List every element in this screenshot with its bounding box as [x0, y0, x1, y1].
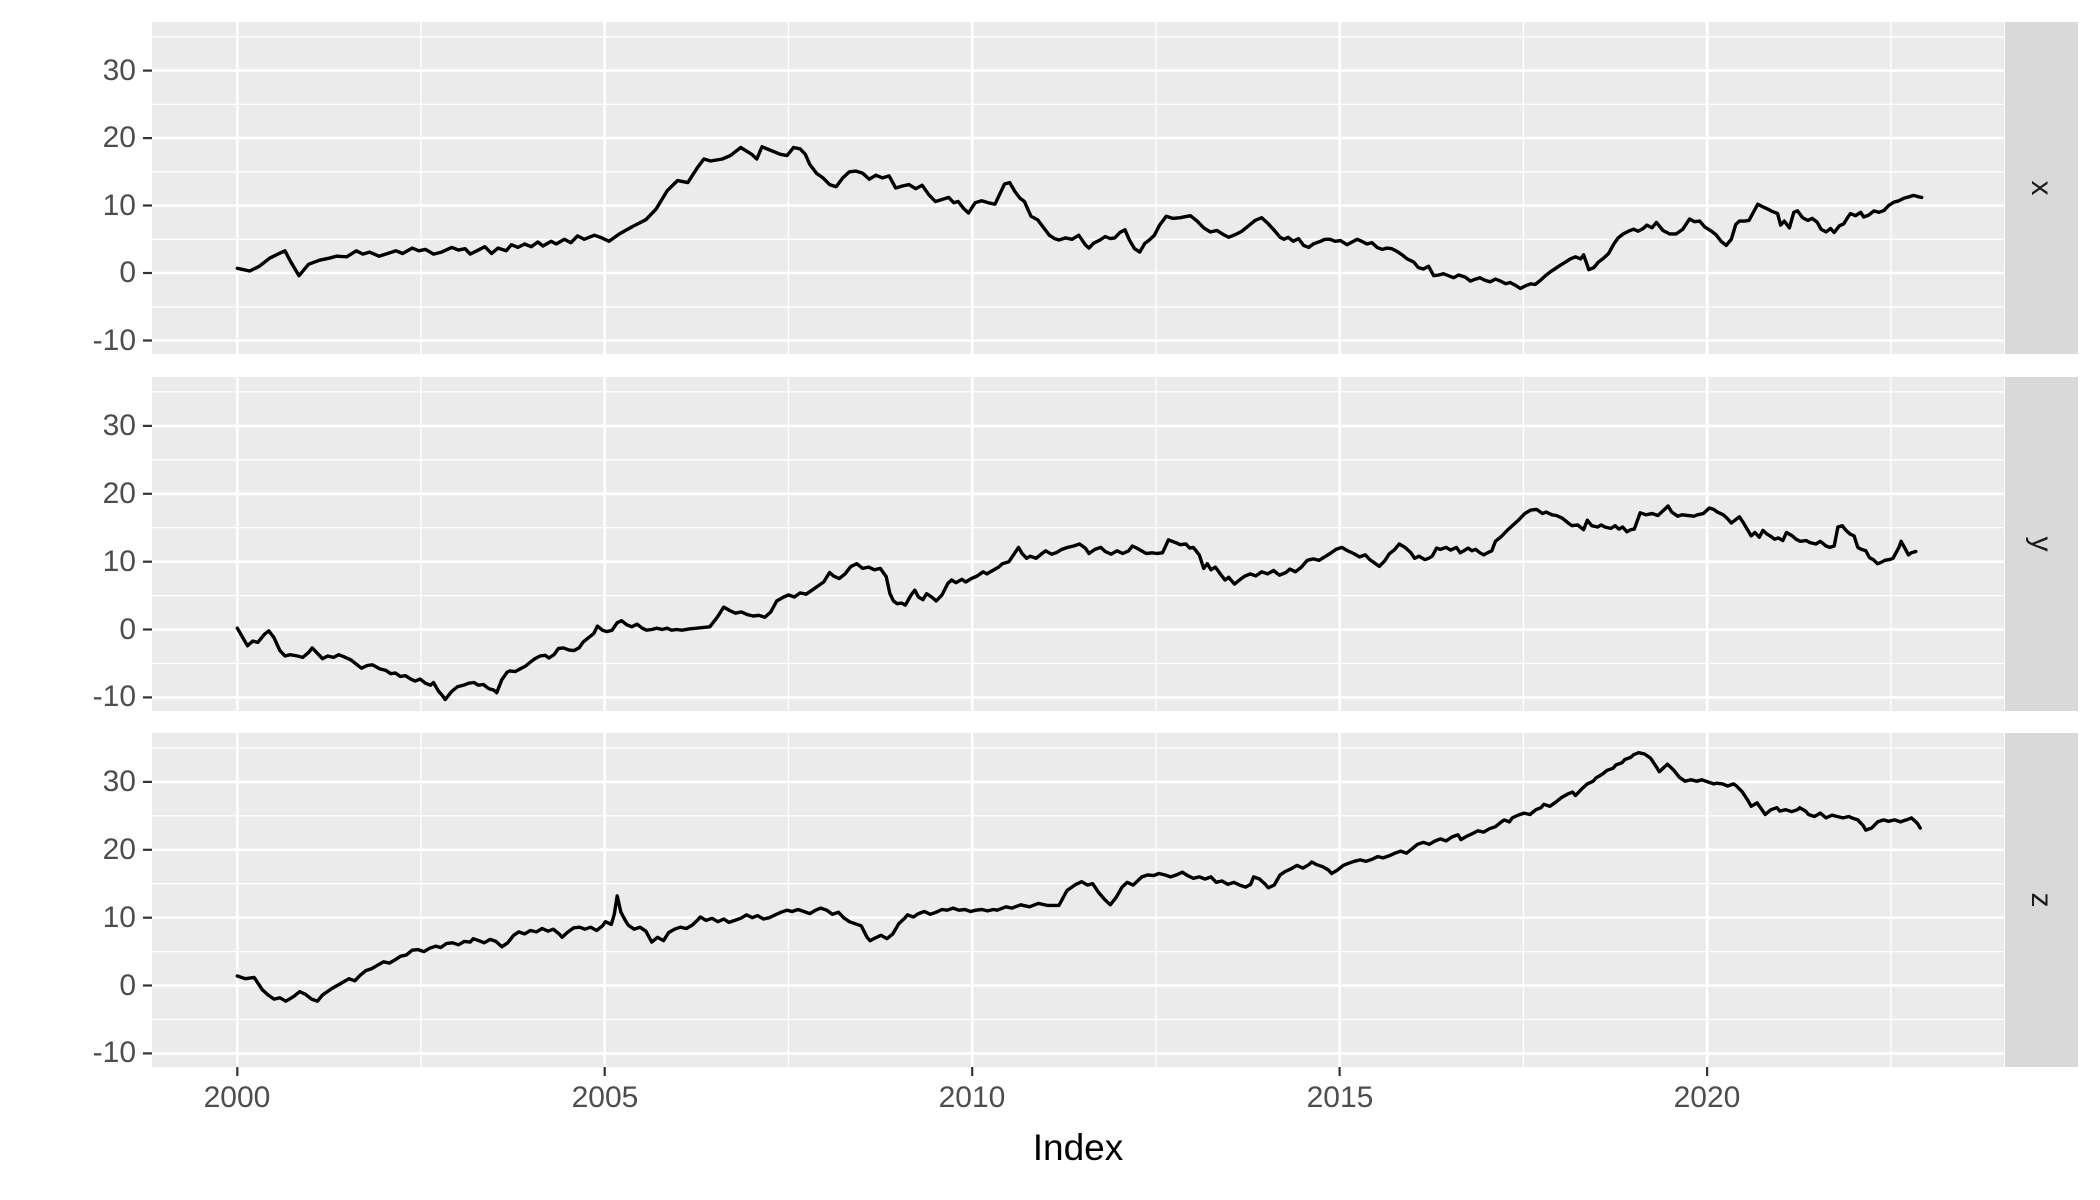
x-tick-label: 2000	[203, 1081, 271, 1114]
y-tick-label: -10	[92, 324, 136, 357]
y-tick-label: 10	[102, 901, 136, 934]
facet-strip-label-z: z	[2025, 892, 2058, 908]
facet-strip-label-x: x	[2025, 180, 2058, 196]
y-tick-label: -10	[92, 1036, 136, 1069]
x-tick-label: 2020	[1673, 1081, 1741, 1114]
y-tick-label: 0	[119, 613, 136, 646]
y-tick-label: 10	[102, 545, 136, 578]
x-tick-label: 2010	[938, 1081, 1006, 1114]
facet-strip	[2005, 377, 2078, 711]
y-tick-label: 20	[102, 833, 136, 866]
x-tick-label: 2015	[1306, 1081, 1374, 1114]
series-line-z	[235, 751, 1922, 1003]
facet-strip	[2005, 733, 2078, 1067]
y-tick-label: 30	[102, 765, 136, 798]
x-axis-title: Index	[1032, 1127, 1124, 1168]
facet-strip-label-y: y	[2025, 536, 2058, 552]
y-tick-label: 30	[102, 409, 136, 442]
y-tick-label: 0	[119, 256, 136, 289]
y-tick-label: 30	[102, 54, 136, 87]
y-tick-label: 20	[102, 477, 136, 510]
y-tick-label: 20	[102, 121, 136, 154]
series-line-y	[235, 504, 1918, 702]
x-tick-label: 2005	[571, 1081, 639, 1114]
panel-x	[143, 22, 2078, 354]
series-line-x	[235, 145, 1924, 291]
panel-z	[143, 733, 2078, 1067]
y-tick-label: -10	[92, 680, 136, 713]
panel-y	[143, 377, 2078, 711]
y-tick-label: 0	[119, 969, 136, 1002]
y-tick-label: 10	[102, 189, 136, 222]
facet-strip	[2005, 22, 2078, 354]
